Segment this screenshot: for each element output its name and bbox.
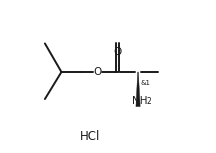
Text: &1: &1	[141, 80, 151, 86]
Text: 2: 2	[146, 97, 151, 106]
Text: NH: NH	[132, 96, 148, 106]
Text: O: O	[114, 47, 122, 57]
Text: HCl: HCl	[80, 130, 100, 143]
Polygon shape	[136, 72, 140, 106]
Text: O: O	[93, 67, 102, 77]
